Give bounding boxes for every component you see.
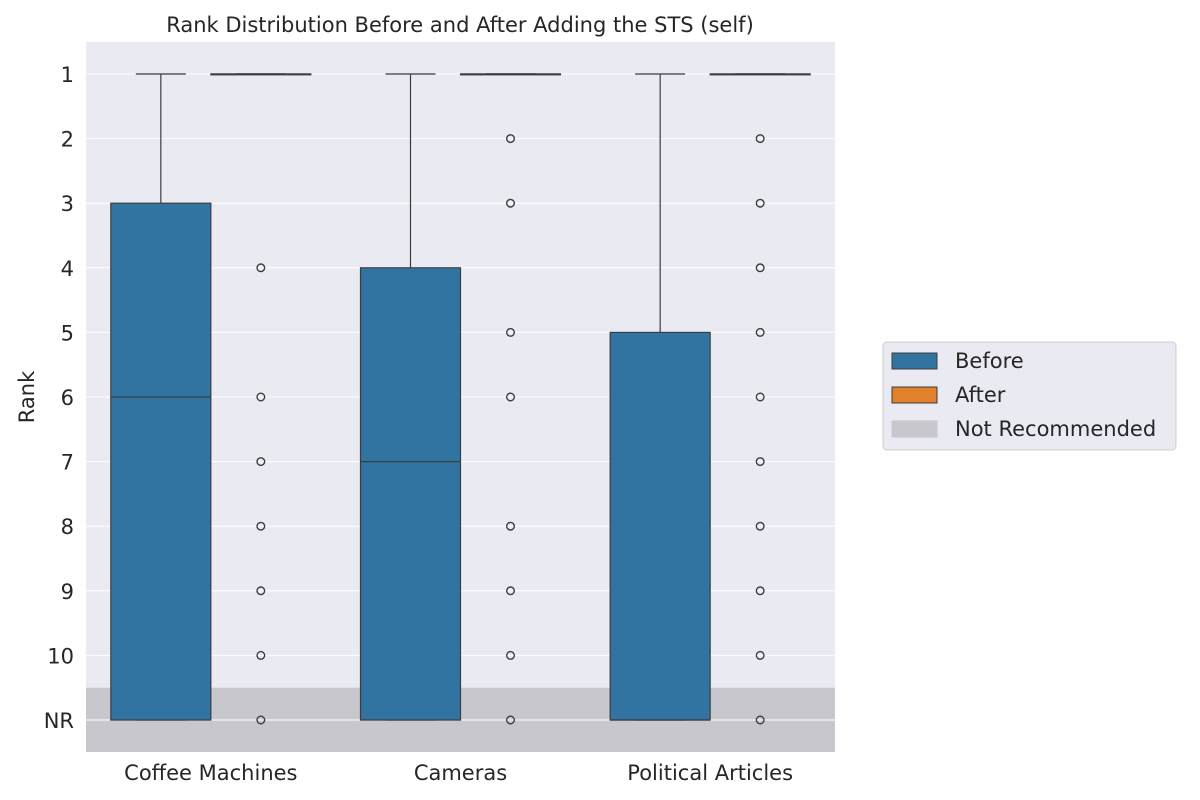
y-tick-label: 6 <box>61 386 74 410</box>
y-tick-labels: 1 2 3 4 5 6 7 8 9 10 NR <box>44 63 74 733</box>
y-tick-label: NR <box>44 709 74 733</box>
box-after-3 <box>709 73 811 725</box>
legend-label: Not Recommended <box>955 417 1156 441</box>
outlier-point <box>256 586 266 596</box>
outlier-point <box>755 198 765 208</box>
legend-label: After <box>955 383 1006 407</box>
box-marks <box>86 73 835 725</box>
outlier-point <box>256 263 266 273</box>
outlier-point <box>506 327 516 337</box>
outlier-point <box>256 392 266 402</box>
outlier-point <box>755 586 765 596</box>
outlier-point <box>755 521 765 531</box>
y-tick-label: 1 <box>61 63 74 87</box>
y-tick-label: 5 <box>61 321 74 345</box>
x-tick-label: Coffee Machines <box>124 761 297 785</box>
outlier-point <box>256 650 266 660</box>
outlier-point <box>506 134 516 144</box>
y-tick-label: 3 <box>61 192 74 216</box>
outlier-point <box>755 134 765 144</box>
outlier-point <box>506 586 516 596</box>
outlier-point <box>506 198 516 208</box>
x-tick-label: Political Articles <box>627 761 793 785</box>
outlier-point <box>506 521 516 531</box>
box-before-1 <box>110 73 212 721</box>
x-tick-labels: Coffee Machines Cameras Political Articles <box>124 761 793 785</box>
box-iqr <box>609 331 711 721</box>
outlier-point <box>256 457 266 467</box>
box-before-3 <box>609 73 711 721</box>
box-after-1 <box>210 73 312 725</box>
outlier-point <box>755 650 765 660</box>
box-before-2 <box>359 73 462 721</box>
y-axis-label: Rank <box>15 370 39 423</box>
x-tick-label: Cameras <box>414 761 507 785</box>
outlier-point <box>506 392 516 402</box>
y-tick-label: 7 <box>61 451 74 475</box>
y-tick-label: 8 <box>61 515 74 539</box>
legend-swatch <box>891 420 938 438</box>
y-tick-label: 4 <box>61 257 74 281</box>
outlier-point <box>506 650 516 660</box>
legend-frame <box>882 341 1177 451</box>
legend-label: Before <box>955 349 1024 373</box>
chart-title: Rank Distribution Before and After Addin… <box>166 13 754 37</box>
legend-swatch <box>891 386 938 404</box>
y-tick-label: 9 <box>61 580 74 604</box>
outlier-point <box>755 457 765 467</box>
outlier-point <box>506 715 516 725</box>
box-iqr <box>359 267 462 721</box>
y-tick-label: 10 <box>47 644 74 668</box>
outlier-point <box>755 263 765 273</box>
box-iqr <box>110 202 212 721</box>
outlier-point <box>755 392 765 402</box>
outlier-point <box>256 521 266 531</box>
legend-swatch <box>891 352 938 370</box>
outlier-point <box>755 327 765 337</box>
legend: Before After Not Recommended <box>882 341 1177 451</box>
outlier-point <box>256 715 266 725</box>
outlier-point <box>755 715 765 725</box>
box-after-2 <box>459 73 562 725</box>
y-tick-label: 2 <box>61 128 74 152</box>
